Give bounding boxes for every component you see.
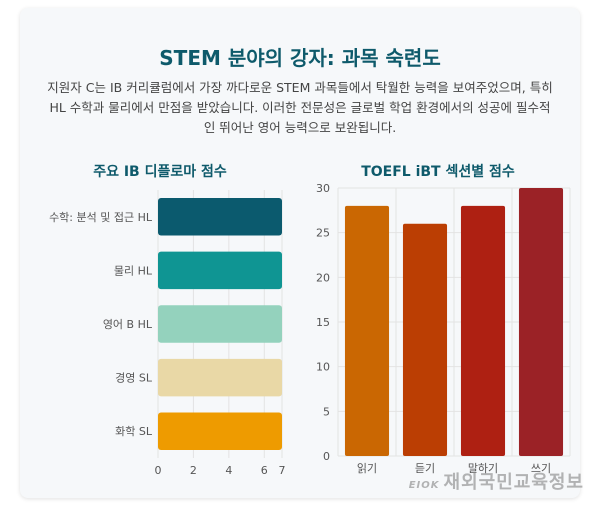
y-tick-label: 15 (316, 316, 330, 329)
y-tick-label: 25 (316, 227, 330, 240)
toefl-bar (344, 205, 390, 456)
ib-category-label: 영어 B HL (103, 318, 153, 331)
ib-category-label: 화학 SL (115, 425, 153, 438)
x-tick-label: 0 (155, 464, 162, 477)
x-tick-label: 4 (225, 464, 232, 477)
y-tick-label: 20 (316, 271, 330, 284)
ib-score-chart: 0 2 4 6 7 수학: 분석 및 접근 HL 물리 HL 영어 B HL 경영 SL 화학 S… (49, 190, 286, 477)
toefl-bar (460, 205, 506, 456)
toefl-bar (402, 223, 448, 456)
watermark-logo: EIOK (408, 480, 440, 491)
ib-bar (158, 412, 282, 450)
y-tick-label: 5 (323, 405, 330, 418)
toefl-bar (518, 188, 564, 456)
toefl-category-label: 읽기 (357, 462, 377, 475)
watermark: EIOK 재외국민교육정보 (409, 468, 584, 494)
y-tick-label: 0 (323, 450, 330, 463)
watermark-text: 재외국민교육정보 (443, 472, 584, 493)
main-card: STEM 분야의 강자: 과목 숙련도 지원자 C는 IB 커리큘럼에서 가장 … (20, 8, 580, 498)
page-title: STEM 분야의 강자: 과목 숙련도 (159, 46, 441, 70)
ib-category-label: 물리 HL (114, 264, 153, 277)
toefl-category-label: 듣기 (415, 462, 435, 475)
ib-bar (158, 198, 282, 236)
ib-category-label: 수학: 분석 및 접근 HL (49, 211, 153, 224)
ib-category-label: 경영 SL (115, 372, 153, 385)
toefl-chart-title: TOEFL iBT 섹션별 점수 (361, 164, 515, 180)
page-description: 지원자 C는 IB 커리큘럼에서 가장 까다로운 STEM 과목들에서 탁월한 … (47, 80, 553, 135)
toefl-category-label: 말하기 (468, 461, 498, 475)
ib-bar (158, 305, 282, 343)
x-tick-label: 7 (279, 464, 286, 477)
y-tick-label: 10 (316, 361, 330, 374)
ib-bar (158, 251, 282, 290)
ib-bar (158, 358, 282, 397)
toefl-score-chart: 0 5 10 15 20 25 30 읽기 듣기 말하기 쓰기 (316, 182, 571, 475)
x-tick-label: 6 (261, 464, 268, 477)
x-tick-label: 2 (190, 464, 197, 477)
toefl-category-label: 쓰기 (531, 462, 551, 475)
y-tick-label: 30 (316, 182, 330, 195)
ib-chart-title: 주요 IB 디플로마 점수 (93, 164, 227, 180)
